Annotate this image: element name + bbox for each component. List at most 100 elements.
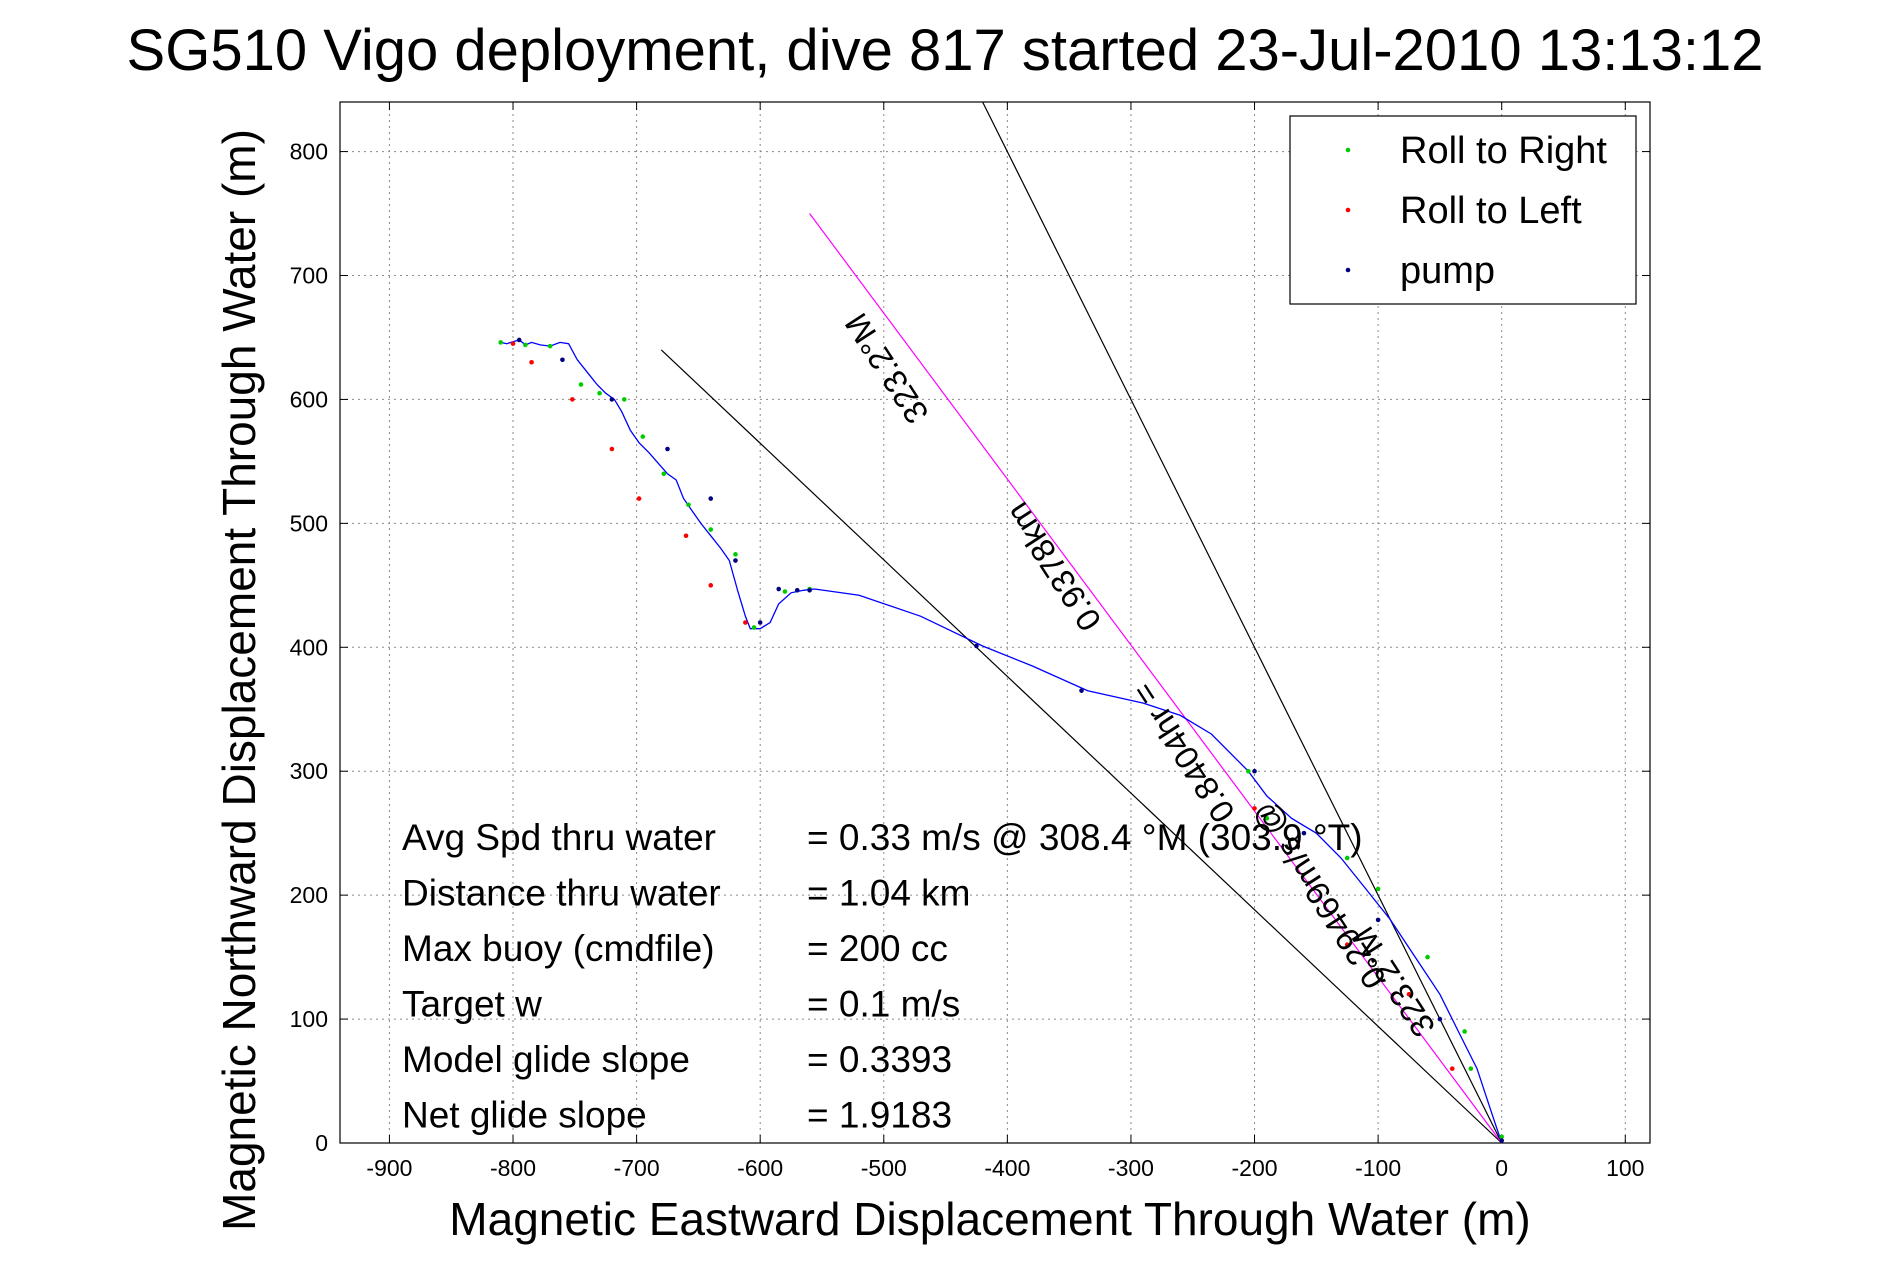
x-tick-labels: -900 -800 -700 -600 -500 -400 -300 -200 -100 0 100: [366, 1155, 1644, 1181]
roll-right-marker: [1375, 886, 1381, 892]
x-tick-label: 100: [1606, 1155, 1644, 1181]
roll-right-marker: [1264, 816, 1270, 821]
pump-marker: [776, 586, 782, 592]
roll-right-marker: [1468, 1066, 1474, 1071]
series-boundary-line: [982, 101, 1503, 1144]
stat-label: Target w: [402, 984, 542, 1025]
roll-left-marker: [1449, 1066, 1455, 1071]
roll-left-marker: [636, 496, 642, 501]
roll-left-marker: [609, 446, 615, 452]
roll-right-marker: [1499, 1134, 1504, 1140]
pump-marker: [757, 620, 763, 625]
roll-left-marker: [570, 397, 575, 402]
pump-marker: [1499, 1138, 1504, 1143]
x-tick-label: -700: [614, 1155, 660, 1181]
roll-right-marker: [1425, 954, 1430, 960]
roll-left-marker: [1406, 991, 1412, 997]
pump-marker: [974, 643, 979, 649]
roll-left-marker: [708, 583, 714, 588]
legend-label: Roll to Right: [1400, 130, 1607, 172]
roll-right-marker: [1462, 1029, 1467, 1034]
stat-value: = 1.04 km: [807, 873, 971, 914]
roll-left-marker: [529, 359, 534, 365]
pump-marker: [560, 357, 565, 363]
legend-marker: [1345, 267, 1351, 273]
series-track: [500, 339, 1503, 1144]
roll-right-marker: [547, 343, 553, 349]
pump-marker: [794, 587, 800, 593]
stat-label: Model glide slope: [402, 1039, 690, 1080]
x-tick-label: -600: [737, 1155, 783, 1181]
y-axis-label: Magnetic Northward Displacement Through …: [213, 129, 265, 1231]
series-markers: [498, 337, 1504, 1143]
pump-marker: [1375, 917, 1381, 923]
roll-right-marker: [661, 471, 667, 477]
stat-label: Avg Spd thru water: [402, 817, 716, 858]
legend-marker: [1345, 207, 1351, 213]
x-tick-label: -200: [1232, 1155, 1278, 1181]
y-tick-label: 400: [290, 634, 328, 660]
roll-left-marker: [1344, 942, 1350, 948]
pump-marker: [1301, 830, 1307, 836]
stat-label: Max buoy (cmdfile): [402, 928, 715, 969]
roll-right-marker: [686, 502, 691, 508]
x-tick-label: -800: [490, 1155, 536, 1181]
roll-right-marker: [782, 589, 788, 594]
y-tick-labels: 0 100 200 300 400 500 600 700 800: [290, 139, 328, 1156]
stat-value: = 1.9183: [807, 1095, 952, 1136]
roll-right-marker: [597, 390, 602, 396]
legend-label: pump: [1400, 250, 1495, 292]
roll-left-marker: [1295, 843, 1301, 848]
roll-right-marker: [640, 434, 646, 439]
pump-marker: [1079, 688, 1084, 693]
x-axis-label: Magnetic Eastward Displacement Through W…: [449, 1193, 1530, 1245]
pump-marker: [1437, 1016, 1443, 1022]
roll-right-marker: [1246, 768, 1251, 774]
y-tick-label: 700: [290, 263, 328, 289]
x-tick-label: -400: [984, 1155, 1030, 1181]
legend: Roll to Right Roll to Left pump: [1289, 115, 1637, 305]
pump-marker: [516, 337, 522, 343]
pump-marker: [1252, 768, 1257, 774]
stat-value: = 0.3393: [807, 1039, 952, 1080]
pump-marker: [708, 496, 714, 501]
roll-right-marker: [708, 527, 714, 532]
stat-value: = 0.1 m/s: [807, 984, 960, 1025]
series-boundary-line: [660, 349, 1503, 1144]
stat-value: = 0.33 m/s @ 308.4 °M (303.9 °T): [807, 817, 1363, 858]
roll-right-marker: [621, 397, 627, 402]
x-tick-label: 0: [1495, 1155, 1508, 1181]
legend-marker: [1345, 147, 1351, 153]
pump-marker: [807, 587, 812, 593]
series-lines: [500, 101, 1503, 1144]
x-tick-label: -500: [861, 1155, 907, 1181]
stat-label: Net glide slope: [402, 1095, 647, 1136]
y-tick-label: 300: [290, 758, 328, 784]
y-tick-label: 500: [290, 510, 328, 536]
roll-right-marker: [733, 552, 738, 557]
chart-title: SG510 Vigo deployment, dive 817 started …: [127, 18, 1764, 83]
series-heading-reference: [809, 213, 1503, 1144]
legend-label: Roll to Left: [1400, 190, 1582, 232]
roll-left-marker: [683, 533, 689, 539]
x-tick-label: -900: [366, 1155, 412, 1181]
pump-marker: [609, 397, 615, 402]
roll-right-marker: [498, 340, 503, 345]
y-tick-label: 200: [290, 882, 328, 908]
roll-right-marker: [523, 342, 528, 348]
roll-right-marker: [1344, 855, 1350, 861]
roll-left-marker: [1252, 806, 1257, 811]
plot-border: [339, 101, 1651, 1144]
x-tick-label: -300: [1108, 1155, 1154, 1181]
plot-frame: [339, 101, 1651, 1144]
stat-label: Distance thru water: [402, 873, 721, 914]
dive-statistics: Avg Spd thru water = 0.33 m/s @ 308.4 °M …: [402, 817, 1363, 1136]
roll-right-marker: [751, 625, 757, 630]
x-tick-label: -100: [1355, 1155, 1401, 1181]
roll-left-marker: [743, 620, 748, 625]
y-tick-label: 600: [290, 386, 328, 412]
y-tick-label: 100: [290, 1006, 328, 1032]
roll-left-marker: [510, 341, 516, 346]
y-tick-label: 800: [290, 139, 328, 165]
